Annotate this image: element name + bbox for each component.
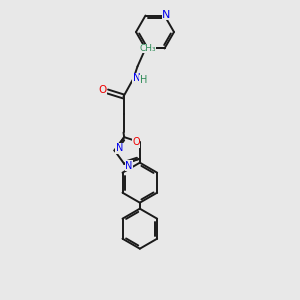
Text: N: N	[125, 161, 133, 171]
Text: N: N	[162, 10, 171, 20]
Text: O: O	[98, 85, 106, 95]
Text: N: N	[116, 143, 123, 154]
Text: CH₃: CH₃	[139, 44, 156, 53]
Text: N: N	[133, 74, 140, 83]
Text: O: O	[132, 137, 140, 147]
Text: H: H	[140, 76, 147, 85]
